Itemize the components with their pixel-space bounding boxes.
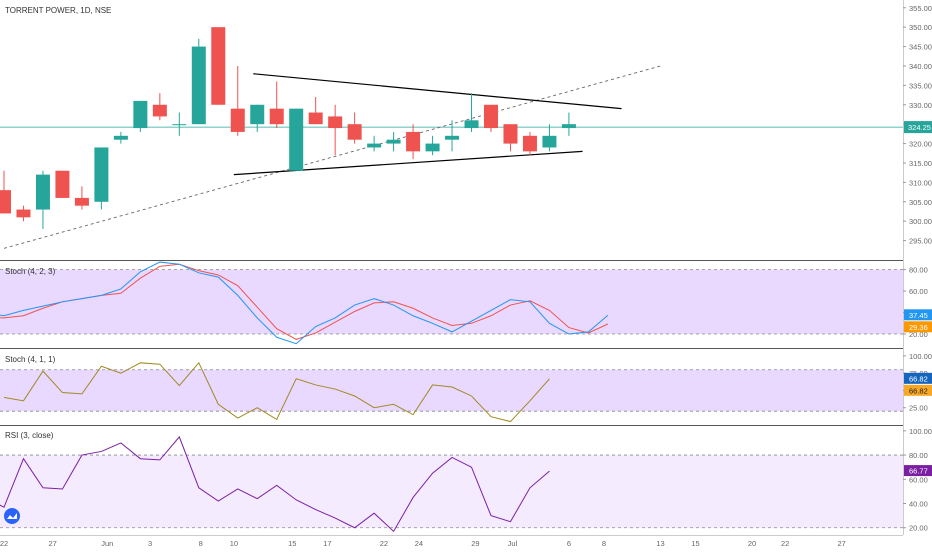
stoch2-tick-label: 25.00 <box>909 404 928 413</box>
stoch1-value-tag <box>904 321 932 333</box>
price-tick-label: 355.00 <box>909 4 932 13</box>
time-tick-label: 15 <box>288 539 296 548</box>
stoch1-tick-label: 60.00 <box>909 287 928 296</box>
candle-body <box>211 27 226 105</box>
time-tick-label: 22 <box>380 539 388 548</box>
candle-body <box>289 108 304 171</box>
stoch1-value-tag <box>904 309 932 321</box>
candle-body <box>230 108 245 132</box>
rsi-tick-label: 80.00 <box>909 451 928 460</box>
rsi-band <box>0 455 903 528</box>
candle-body <box>269 108 284 125</box>
rsi-tick-label: 40.00 <box>909 500 928 509</box>
candle-body <box>445 135 460 140</box>
time-tick-label: 13 <box>656 539 664 548</box>
candle-body <box>484 104 498 129</box>
candle-body <box>425 143 440 152</box>
stoch1-label: Stoch (4, 2, 3) <box>5 267 56 276</box>
price-tick-label: 295.00 <box>909 237 932 246</box>
candle-body <box>133 100 148 129</box>
stoch1-band <box>0 269 903 335</box>
price-tick-label: 310.00 <box>909 178 932 187</box>
price-tick-label: 330.00 <box>909 101 932 110</box>
time-tick-label: 22 <box>0 539 8 548</box>
time-tick-label: Jun <box>101 539 113 548</box>
candle-body <box>347 124 362 140</box>
time-tick-label: 10 <box>230 539 238 548</box>
candle-body <box>464 120 479 129</box>
rsi-tick-label: 60.00 <box>909 475 928 484</box>
chart-title: TORRENT POWER, 1D, NSE <box>5 6 112 15</box>
time-tick-label: 29 <box>471 539 479 548</box>
time-tick-label: 17 <box>323 539 331 548</box>
rsi-value-tag-label: 66.77 <box>909 467 928 476</box>
last-price-tag-label: 324.25 <box>908 123 931 132</box>
rsi-tick-label: 100.00 <box>909 427 932 436</box>
last-price-tag <box>904 121 932 134</box>
candle-body <box>522 135 537 152</box>
time-tick-label: 22 <box>781 539 789 548</box>
time-tick-label: 3 <box>148 539 152 548</box>
candle-body <box>35 174 50 210</box>
upper-trendline <box>253 73 622 110</box>
time-tick-label: 20 <box>748 539 756 548</box>
price-tick-label: 320.00 <box>909 140 932 149</box>
stoch2-value-tag <box>904 372 932 384</box>
candle-body <box>308 112 323 125</box>
price-tick-label: 305.00 <box>909 198 932 207</box>
candle-body <box>55 170 70 198</box>
candle-body <box>113 135 128 140</box>
candle-body <box>191 46 206 125</box>
price-tick-label: 350.00 <box>909 23 932 32</box>
stoch1-value-tag-label: 37.45 <box>909 311 928 320</box>
rsi-value-tag <box>904 465 932 477</box>
candle-body <box>328 116 343 129</box>
stoch2-band <box>0 369 903 412</box>
time-tick-label: 8 <box>602 539 606 548</box>
stoch2-value-tag <box>904 384 932 396</box>
stoch1-series-line <box>0 261 609 345</box>
candle-body <box>172 124 187 126</box>
candle-body <box>561 124 576 129</box>
candle-body <box>94 147 109 202</box>
rsi-label: RSI (3, close) <box>5 431 54 440</box>
candle-body <box>152 104 167 117</box>
price-tick-label: 345.00 <box>909 43 932 52</box>
time-tick-label: 15 <box>691 539 699 548</box>
candle-body <box>542 135 557 148</box>
time-tick-label: 27 <box>49 539 57 548</box>
rsi-series-line <box>0 435 550 533</box>
candle-body <box>386 139 401 144</box>
stoch2-label: Stoch (4, 1, 1) <box>5 355 56 364</box>
price-tick-label: 335.00 <box>909 81 932 90</box>
candle-body <box>250 104 265 125</box>
time-tick-label: 8 <box>199 539 203 548</box>
price-tick-label: 315.00 <box>909 159 932 168</box>
tradingview-logo-icon[interactable] <box>4 508 20 524</box>
candle-body <box>16 209 31 218</box>
candle-body <box>503 124 518 144</box>
time-tick-label: 6 <box>567 539 571 548</box>
stoch1-tick-label: 20.00 <box>909 330 928 339</box>
stoch2-value-tag-label: 66.82 <box>909 374 928 383</box>
candle-body <box>406 131 421 152</box>
price-tick-label: 300.00 <box>909 217 932 226</box>
stoch1-value-tag-label: 29.36 <box>909 323 928 332</box>
stoch2-series-line <box>3 361 550 423</box>
time-tick-label: 27 <box>837 539 845 548</box>
time-tick-label: 24 <box>415 539 423 548</box>
rsi-tick-label: 20.00 <box>909 524 928 533</box>
stoch1-tick-label: 80.00 <box>909 266 928 275</box>
candle-body <box>74 197 89 206</box>
stoch2-value-tag-label: 66.82 <box>909 386 928 395</box>
candle-body <box>367 143 382 148</box>
time-tick-label: Jul <box>508 539 518 548</box>
candle-body <box>0 190 11 214</box>
stoch2-tick-label: 100.00 <box>909 352 932 361</box>
price-tick-label: 340.00 <box>909 62 932 71</box>
